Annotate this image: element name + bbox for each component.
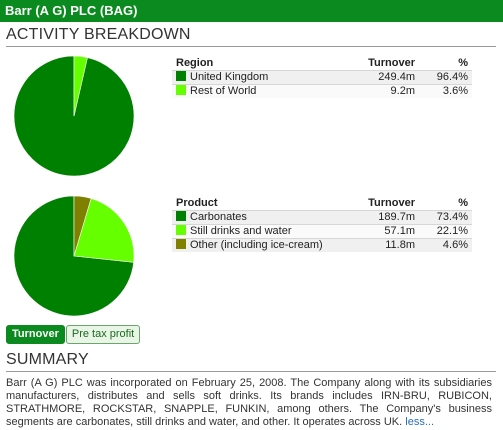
tab-turnover[interactable]: Turnover [6, 325, 65, 344]
divider [6, 371, 496, 372]
company-title-bar: Barr (A G) PLC (BAG) [0, 0, 503, 22]
product-turnover: 11.8m [341, 238, 419, 252]
product-slice-still-drinks-and-water [73, 198, 135, 263]
product-pie-chart [13, 195, 135, 317]
table-row: Other (including ice-cream) 11.8m 4.6% [172, 238, 472, 252]
table-row: Rest of World 9.2m 3.6% [172, 84, 472, 98]
legend-swatch [176, 239, 186, 249]
product-turnover: 189.7m [341, 210, 419, 225]
legend-swatch [176, 211, 186, 221]
region-slice-rest-of-world [73, 55, 88, 117]
legend-swatch [176, 85, 186, 95]
region-turnover: 249.4m [341, 70, 419, 85]
company-title: Barr (A G) PLC (BAG) [5, 3, 138, 18]
legend-swatch [176, 71, 186, 81]
product-table: Product Turnover % Carbonates 189.7m 73.… [172, 196, 472, 252]
product-name: Still drinks and water [190, 225, 292, 237]
product-percent: 73.4% [419, 210, 472, 225]
product-turnover: 57.1m [341, 224, 419, 239]
table-row: Carbonates 189.7m 73.4% [172, 210, 472, 225]
column-header-region: Region [176, 57, 214, 69]
region-table: Region Turnover % United Kingdom 249.4m … [172, 56, 472, 98]
metric-tabs: Turnover Pre tax profit [6, 325, 141, 344]
legend-swatch [176, 225, 186, 235]
column-header-turnover: Turnover [368, 197, 415, 209]
column-header-product: Product [176, 197, 218, 209]
region-name: United Kingdom [190, 71, 269, 83]
product-name: Other (including ice-cream) [190, 239, 323, 251]
region-name: Rest of World [190, 85, 257, 97]
region-pie-chart [13, 55, 135, 177]
region-percent: 3.6% [419, 84, 472, 98]
region-table-header: Region Turnover % [172, 56, 472, 71]
summary-heading: SUMMARY [6, 351, 89, 368]
summary-text: Barr (A G) PLC was incorporated on Febru… [6, 377, 492, 428]
less-link[interactable]: less... [405, 416, 435, 428]
region-percent: 96.4% [419, 70, 472, 85]
product-percent: 22.1% [419, 224, 472, 239]
region-turnover: 9.2m [341, 84, 419, 98]
company-summary: Barr (A G) PLC was incorporated on Febru… [6, 377, 492, 429]
column-header-percent: % [458, 57, 468, 69]
table-row: Still drinks and water 57.1m 22.1% [172, 224, 472, 239]
product-percent: 4.6% [419, 238, 472, 252]
column-header-turnover: Turnover [368, 57, 415, 69]
product-slice-other-including-ice-cream [73, 195, 92, 257]
divider [6, 46, 496, 47]
product-name: Carbonates [190, 211, 247, 223]
table-row: United Kingdom 249.4m 96.4% [172, 70, 472, 85]
tab-pre-tax-profit[interactable]: Pre tax profit [65, 325, 141, 344]
column-header-percent: % [458, 197, 468, 209]
activity-breakdown-heading: ACTIVITY BREAKDOWN [6, 26, 191, 43]
product-table-header: Product Turnover % [172, 196, 472, 211]
